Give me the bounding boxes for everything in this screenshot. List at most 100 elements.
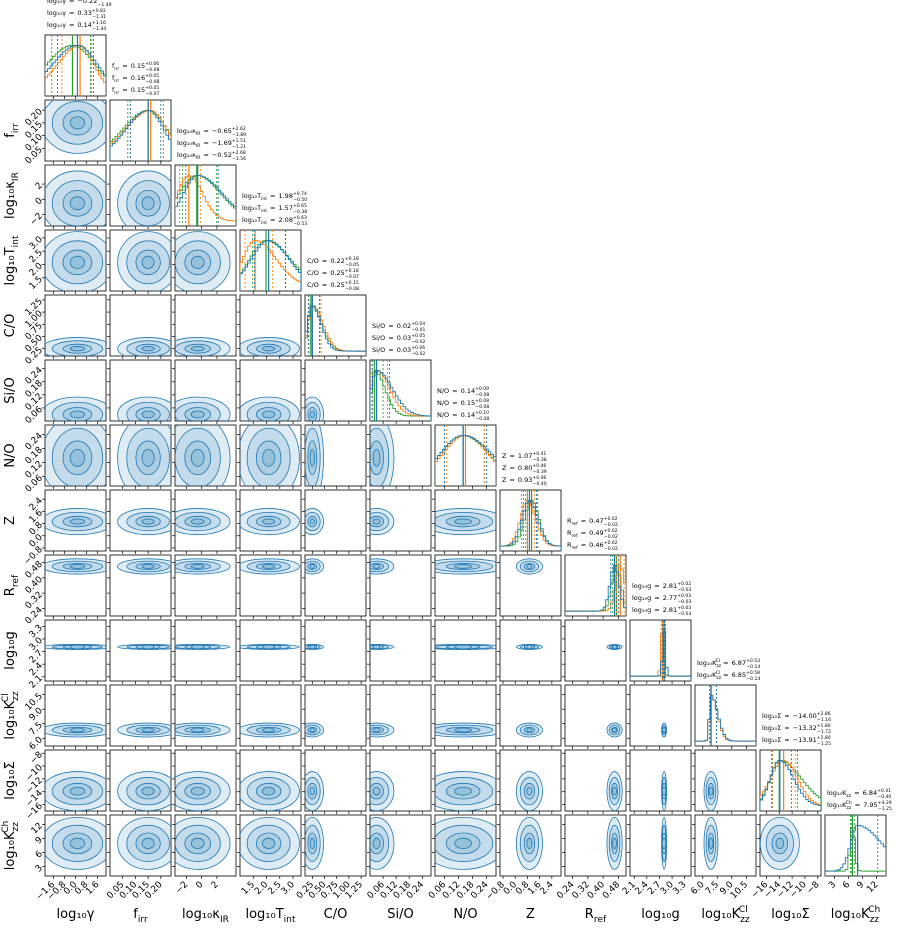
label-base: f [112, 62, 115, 70]
panel-frame [304, 359, 367, 422]
histogram [240, 240, 301, 291]
panel-frame [44, 619, 107, 682]
equals-sign: = [723, 671, 728, 679]
label-sub: zz [716, 676, 721, 681]
panel [45, 100, 106, 154]
x-tick-label: 2 [210, 880, 221, 891]
x-axis-label: Z [526, 907, 535, 922]
stat-median: −13.32 [793, 724, 817, 732]
contour [370, 558, 395, 575]
contour [246, 401, 291, 421]
panel-frame [499, 749, 562, 812]
stat-median: 6.85 [732, 671, 746, 679]
panel [435, 817, 496, 870]
stat-median: 0.33 [77, 9, 91, 17]
label-sup: Cl [716, 658, 720, 664]
contour [255, 832, 282, 855]
stat-annotation: N/O = 0.14+0.10 −0.08 [437, 410, 489, 422]
stat-median: 7.95 [863, 801, 877, 809]
contour [707, 782, 715, 800]
contour [307, 562, 318, 570]
contour [190, 346, 205, 352]
contour [611, 782, 619, 800]
contour [523, 782, 536, 800]
label-base: log₁₀K [701, 907, 740, 922]
histogram [240, 239, 301, 291]
contour [126, 724, 170, 736]
equals-sign: = [452, 387, 457, 395]
panel-frame [369, 359, 432, 422]
label-sub: zz [846, 794, 851, 799]
equals-sign: = [581, 517, 586, 525]
panel [175, 425, 231, 486]
contour [141, 255, 155, 269]
stat-minus: −1.56 [232, 156, 246, 162]
panel [240, 771, 300, 811]
panel [240, 396, 300, 421]
stat-median: 0.14 [461, 411, 475, 419]
label-base: R [567, 529, 572, 537]
stat-median: 0.03 [397, 346, 411, 354]
contour [175, 340, 221, 356]
equals-sign: = [388, 322, 393, 330]
panel [630, 620, 691, 681]
contour [372, 564, 381, 569]
stat-median: −13.91 [793, 736, 817, 744]
panel [435, 722, 496, 738]
label-base: R [3, 587, 18, 596]
stat-minus: −0.01 [411, 327, 425, 333]
panel [370, 360, 431, 421]
contour [135, 726, 161, 734]
contour [62, 249, 93, 276]
label-base: log₁₀K [697, 671, 717, 679]
stat-minus: −0.02 [411, 351, 425, 357]
y-axis-label: C/O [3, 314, 18, 338]
contour [117, 817, 171, 870]
stat-plus: +2.86 [817, 711, 831, 717]
stat-minus: −0.07 [145, 91, 159, 97]
contour [141, 448, 155, 467]
contour [526, 837, 533, 849]
panel-frame [564, 749, 627, 812]
contour [69, 196, 86, 211]
panel [240, 817, 300, 870]
stat-median: 2.81 [663, 606, 677, 614]
y-tick-label: 6 [34, 849, 45, 860]
x-axis-label: log₁₀KzzCh [831, 905, 881, 925]
y-axis-label: Rref [3, 574, 21, 596]
x-tick-label: 10.5 [729, 880, 750, 901]
stat-minus: −0.08 [475, 416, 489, 422]
stat-annotation: Si/O = 0.03+0.06 −0.02 [372, 345, 426, 357]
stat-minus: −1.72 [817, 729, 831, 735]
panel-frame [694, 814, 757, 877]
stat-plus: +0.02 [604, 528, 618, 534]
panel [175, 165, 236, 226]
y-tick-label: 1.5 [28, 275, 45, 292]
y-tick-label: 0 [34, 196, 45, 207]
stat-minus: −0.50 [293, 197, 307, 203]
stat-plus: +0.02 [604, 540, 618, 546]
panel [515, 722, 543, 738]
stat-median: 6.87 [732, 659, 746, 667]
y-axis-label: log₁₀KzzCl [1, 691, 21, 740]
x-axis-label: Si/O [387, 907, 413, 922]
contour [370, 782, 384, 800]
contour [135, 249, 161, 276]
panel [117, 337, 171, 356]
contour [435, 558, 496, 575]
y-tick-label: 3 [34, 863, 45, 874]
stat-minus: −0.39 [533, 469, 547, 475]
contour [262, 448, 276, 467]
contour [117, 722, 171, 738]
panel-frame [499, 684, 562, 747]
x-tick-label: 9 [855, 880, 866, 891]
contour [175, 508, 231, 536]
stat-median: 0.80 [518, 464, 532, 472]
contour [135, 832, 161, 855]
contour [307, 782, 318, 800]
panel [370, 644, 395, 650]
label-base: log₁₀K [3, 831, 18, 870]
contour [370, 427, 390, 486]
x-tick-label: 0.48 [601, 880, 622, 901]
panel-frame [174, 684, 237, 747]
